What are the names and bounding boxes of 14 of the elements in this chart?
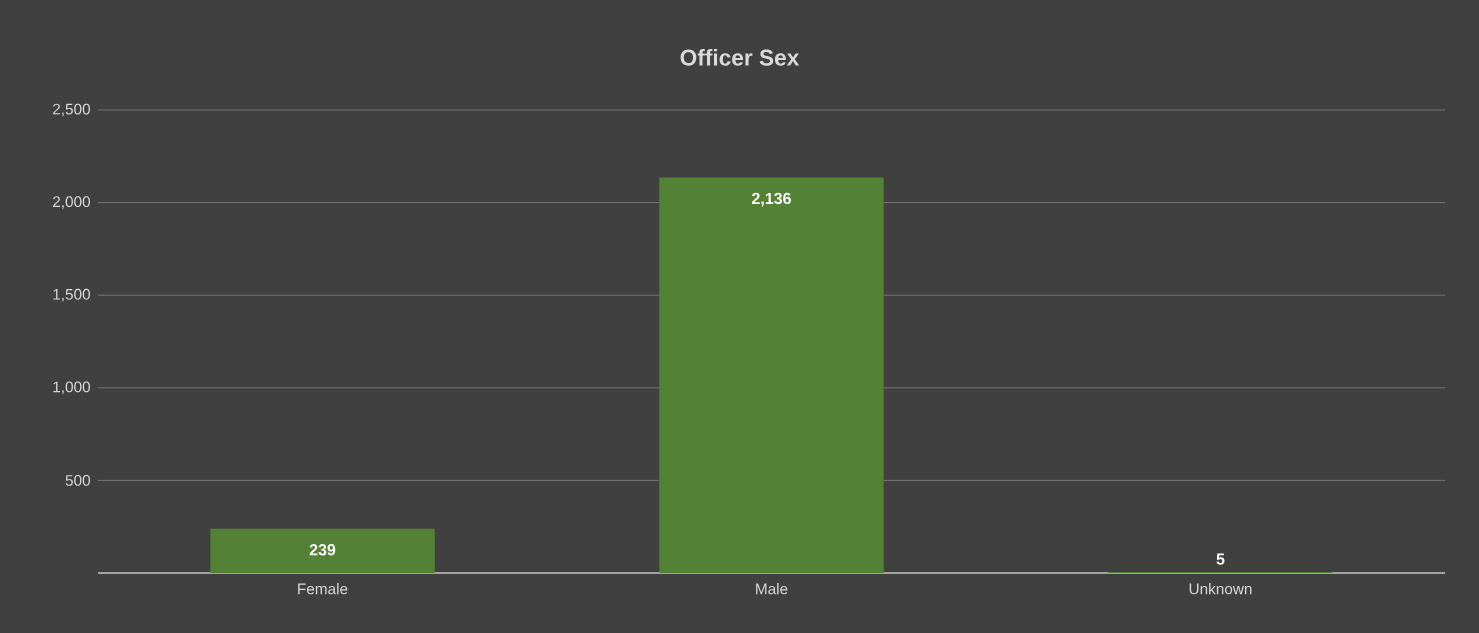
y-tick-label: 2,500	[53, 103, 91, 117]
y-tick-label: 1,500	[53, 288, 91, 302]
x-tick-label: Female	[298, 583, 348, 595]
chart-title: Officer Sex	[680, 49, 800, 66]
bar	[659, 177, 884, 573]
data-label: 2,136	[752, 192, 791, 207]
data-label: 5	[1216, 553, 1225, 565]
y-tick-label: 2,000	[53, 196, 91, 209]
y-tick-label: 1,000	[53, 381, 91, 395]
bar	[210, 528, 435, 573]
y-tick-label: 500	[65, 474, 91, 486]
x-tick-label: Male	[756, 583, 788, 595]
x-tick-label: Unknown	[1189, 583, 1252, 595]
data-label: 239	[309, 544, 336, 556]
